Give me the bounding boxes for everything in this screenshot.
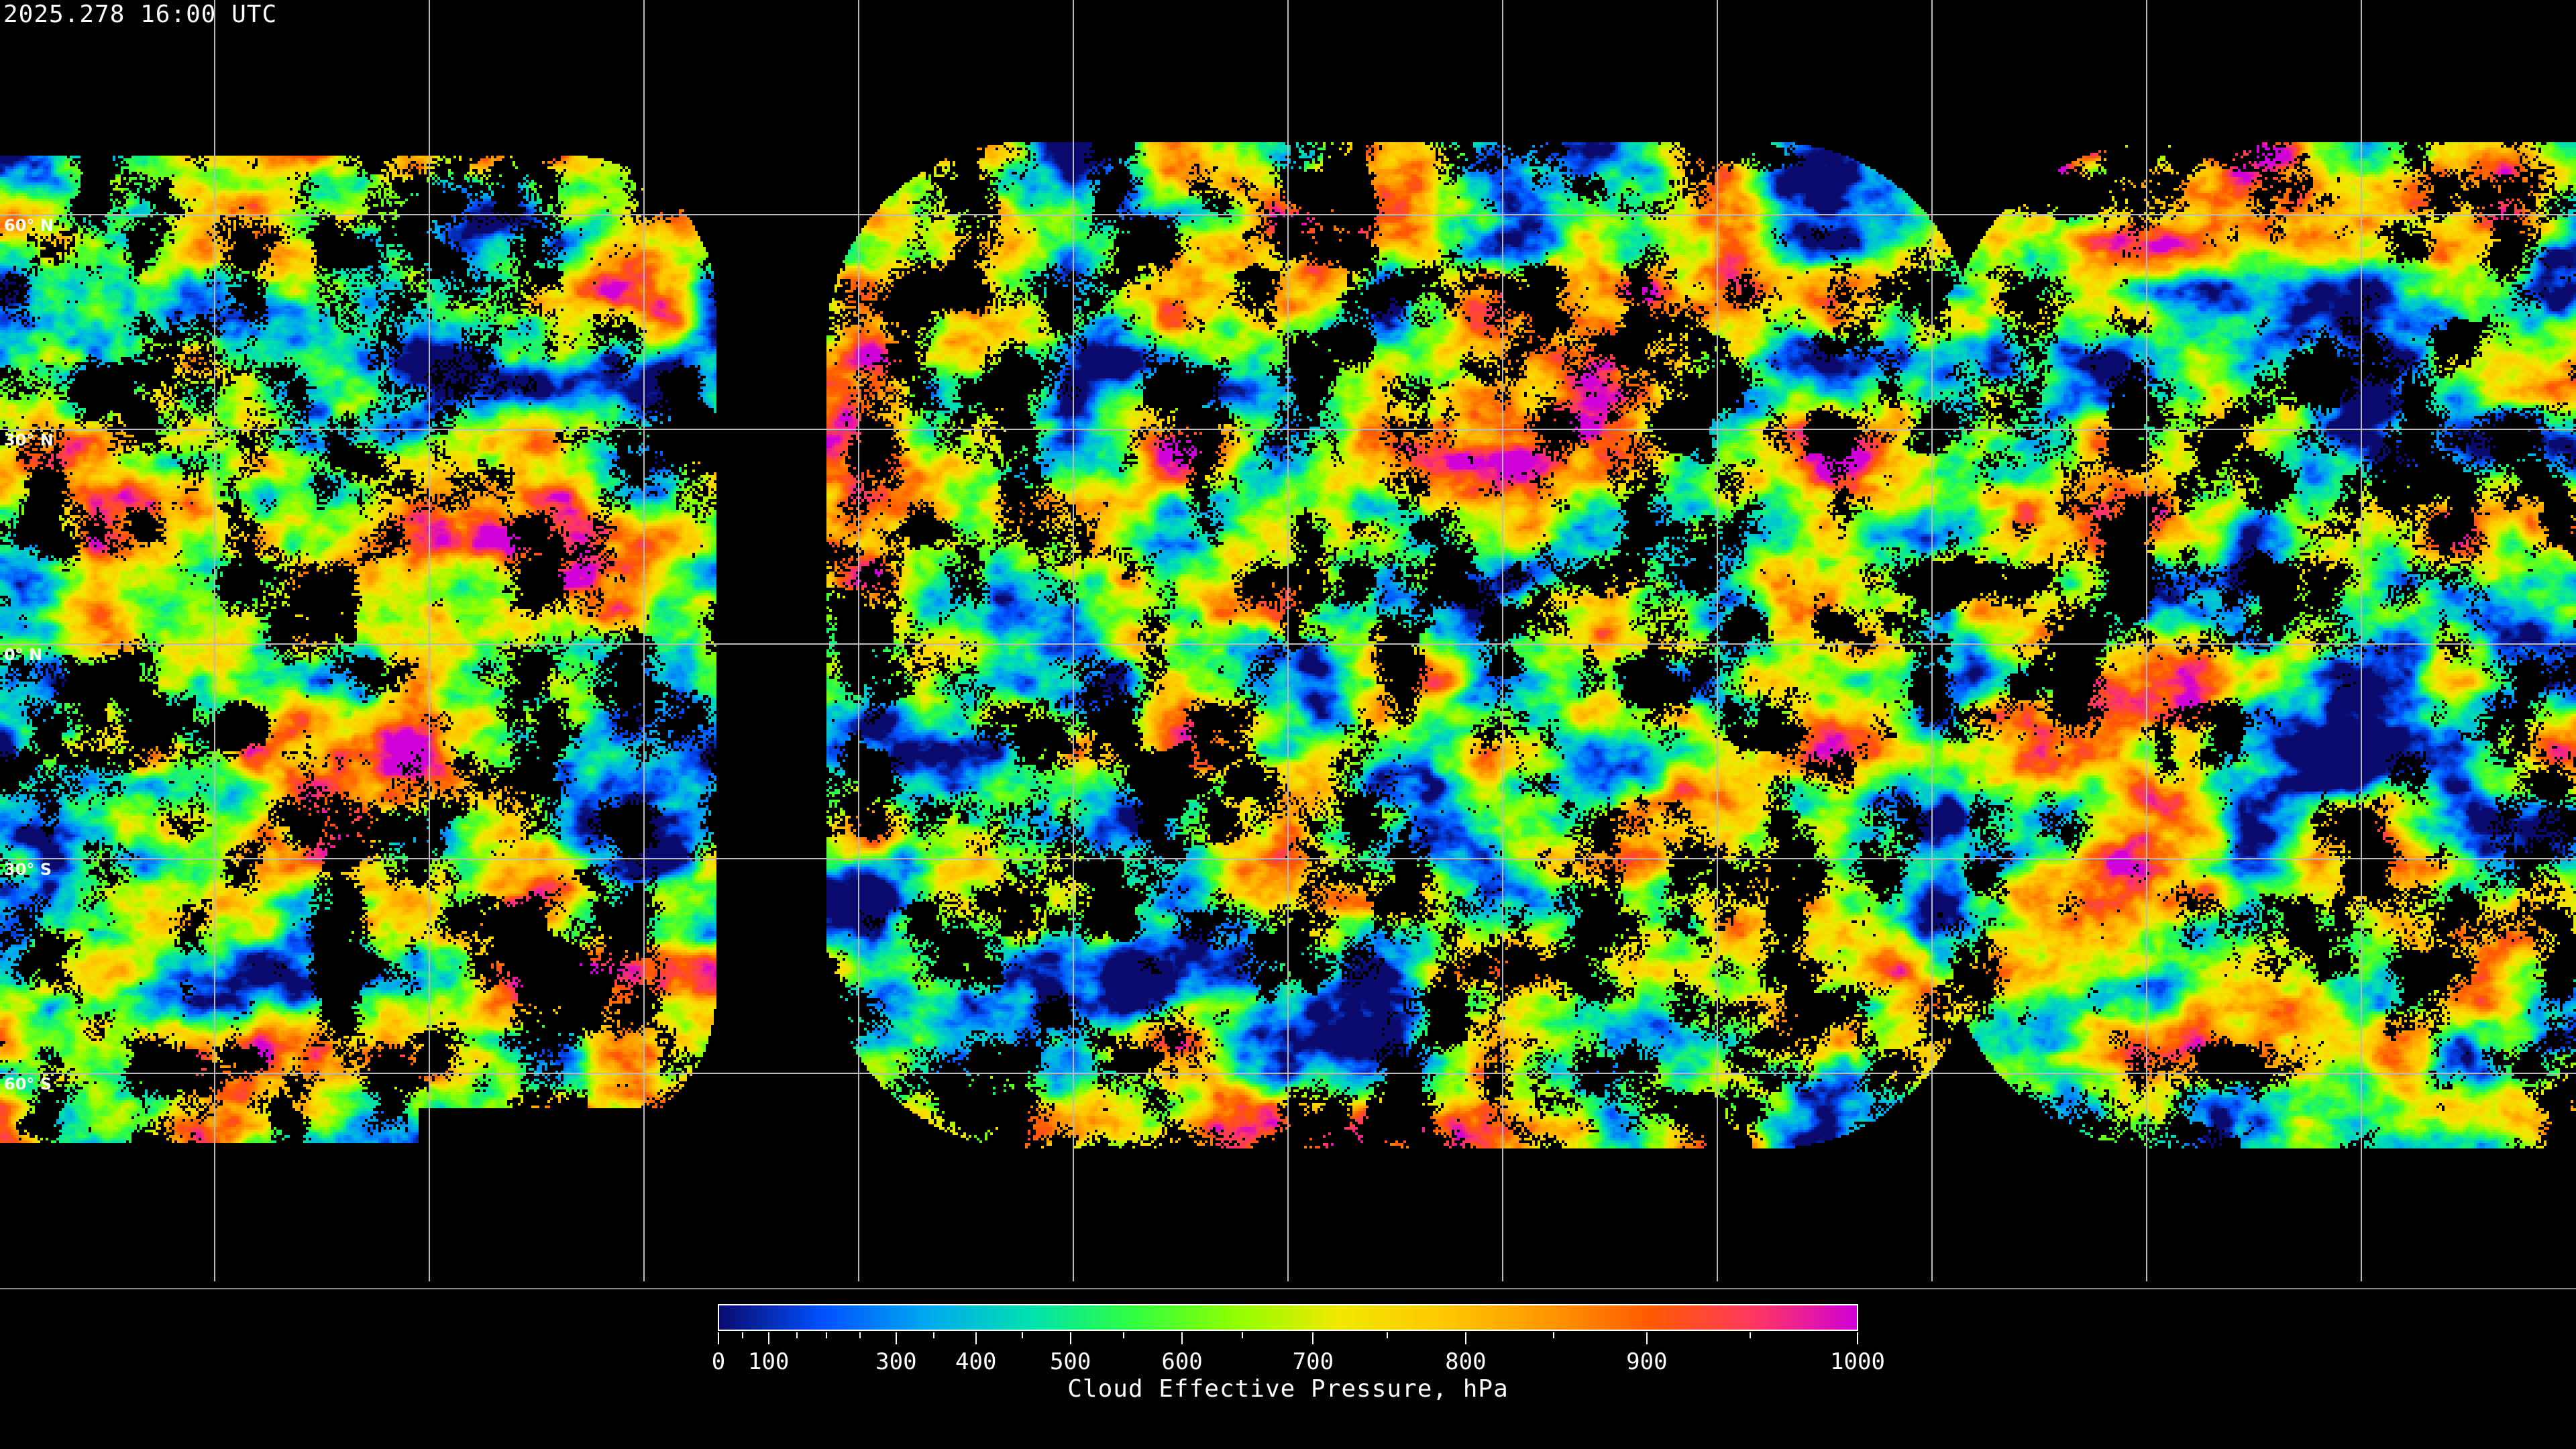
- colorbar-major-tick: [975, 1332, 977, 1344]
- colorbar-tick-label: 600: [1161, 1348, 1203, 1375]
- colorbar-major-tick: [1857, 1332, 1858, 1344]
- colorbar-minor-tick: [796, 1332, 798, 1338]
- cloud-pressure-map: [0, 0, 2576, 1288]
- colorbar-major-tick: [1181, 1332, 1183, 1344]
- colorbar-minor-tick: [1123, 1332, 1125, 1338]
- colorbar-major-tick: [1464, 1332, 1466, 1344]
- colorbar-major-tick: [767, 1332, 769, 1344]
- colorbar: [718, 1304, 1858, 1331]
- colorbar-major-tick: [1312, 1332, 1314, 1344]
- colorbar-minor-tick: [1022, 1332, 1024, 1338]
- colorbar-tick-label: 1000: [1830, 1348, 1885, 1375]
- colorbar-minor-tick: [1750, 1332, 1752, 1338]
- lat-label-30n: 30° N: [4, 431, 54, 449]
- timestamp: 2025.278 16:00 UTC: [3, 1, 278, 28]
- colorbar-tick-label: 0: [711, 1348, 726, 1375]
- colorbar-tick-label: 400: [955, 1348, 997, 1375]
- lat-label-60s: 60° S: [4, 1075, 52, 1093]
- colorbar-minor-tick: [741, 1332, 743, 1338]
- colorbar-minor-tick: [826, 1332, 828, 1338]
- colorbar-tick-label: 900: [1626, 1348, 1668, 1375]
- lat-label-60n: 60° N: [4, 216, 54, 235]
- colorbar-tick-label: 800: [1445, 1348, 1487, 1375]
- colorbar-minor-tick: [1242, 1332, 1244, 1338]
- colorbar-major-tick: [1646, 1332, 1648, 1344]
- colorbar-ticks: 0 100 300 400 500 600 700 800 900 1000: [712, 1332, 1885, 1393]
- lat-label-30s: 30° S: [4, 860, 52, 879]
- colorbar-major-tick: [895, 1332, 897, 1344]
- lat-lon-gridlines: [0, 0, 2576, 1281]
- colorbar-title: Cloud Effective Pressure, hPa: [1067, 1375, 1509, 1403]
- colorbar-minor-tick: [859, 1332, 861, 1338]
- colorbar-major-tick: [718, 1332, 719, 1344]
- colorbar-minor-tick: [1552, 1332, 1554, 1338]
- colorbar-tick-label: 700: [1292, 1348, 1334, 1375]
- colorbar-tick-label: 300: [875, 1348, 917, 1375]
- colorbar-minor-tick: [1386, 1332, 1388, 1338]
- lat-label-0: 0° N: [4, 645, 43, 664]
- colorbar-tick-label: 500: [1049, 1348, 1091, 1375]
- colorbar-major-tick: [1069, 1332, 1071, 1344]
- colorbar-minor-tick: [932, 1332, 934, 1338]
- colorbar-tick-label: 100: [747, 1348, 790, 1375]
- map-bottom-border: [0, 1288, 2576, 1289]
